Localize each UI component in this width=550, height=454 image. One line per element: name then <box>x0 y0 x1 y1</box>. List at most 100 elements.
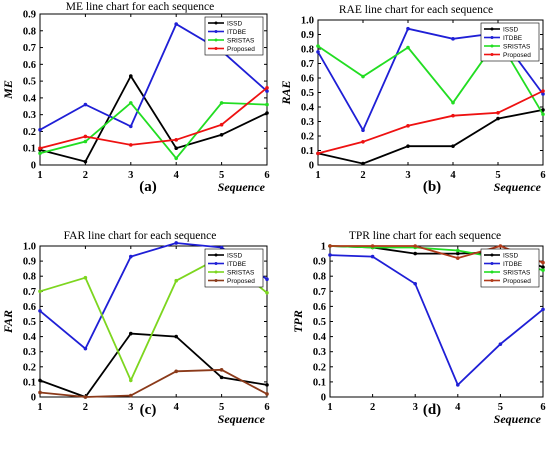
x-tick-label: 3 <box>405 170 410 181</box>
data-point <box>316 50 320 54</box>
x-tick-label: 4 <box>450 170 456 181</box>
data-point <box>174 278 178 283</box>
data-point <box>38 146 42 151</box>
chart-title: FAR line chart for each sequence <box>64 230 217 242</box>
data-point <box>361 74 365 79</box>
x-tick-label: 6 <box>540 402 545 413</box>
data-point <box>219 133 224 137</box>
legend-entry: ITDBE <box>227 261 247 268</box>
data-point <box>316 151 320 156</box>
chart-title: TPR line chart for each sequence <box>349 230 501 242</box>
x-tick-label: 4 <box>455 402 461 413</box>
data-point <box>129 143 133 147</box>
x-tick-label: 6 <box>264 170 269 181</box>
data-point <box>541 265 545 269</box>
data-point <box>83 275 88 280</box>
legend-entry: SRISTAS <box>503 44 531 51</box>
data-point <box>413 281 418 286</box>
x-tick-label: 1 <box>327 402 332 413</box>
data-point <box>219 375 224 380</box>
data-point <box>219 368 224 372</box>
x-axis-label: Sequence <box>218 180 266 194</box>
data-point <box>413 244 418 248</box>
y-tick-label: 0.9 <box>301 30 314 41</box>
legend-marker <box>214 262 218 265</box>
y-tick-label: 0.2 <box>23 362 36 373</box>
y-tick-label: 0.4 <box>23 93 37 104</box>
legend-marker <box>490 44 494 48</box>
legend-marker <box>214 270 218 274</box>
chart-panel-1: ME line chart for each sequence 0 0.1 0.2 0.… <box>1 1 270 195</box>
data-point <box>83 102 88 107</box>
data-point <box>413 251 418 256</box>
data-point <box>83 395 88 399</box>
data-point <box>316 44 320 48</box>
legend-marker <box>490 270 494 274</box>
y-tick-label: 0.6 <box>313 302 326 313</box>
data-point <box>219 122 224 127</box>
series-line-sristas <box>39 101 268 160</box>
data-point <box>265 86 269 90</box>
y-tick-label: 0.3 <box>313 347 326 358</box>
x-tick-label: 3 <box>128 402 133 413</box>
data-point <box>129 378 133 383</box>
data-point <box>174 156 178 161</box>
data-point <box>496 116 500 121</box>
legend-marker <box>214 47 218 50</box>
legend-marker <box>214 38 218 42</box>
y-tick-label: 0 <box>321 393 326 404</box>
data-point <box>451 144 455 148</box>
data-point <box>370 244 375 248</box>
y-axis-label: TPR <box>291 310 305 333</box>
y-tick-label: 0.8 <box>23 26 36 37</box>
y-tick-label: 0.7 <box>301 59 314 70</box>
data-point <box>406 124 410 128</box>
y-tick-label: 0.1 <box>23 144 36 155</box>
series-group <box>38 22 269 164</box>
y-tick-label: 0 <box>31 393 36 404</box>
y-tick-label: 0.8 <box>313 272 326 283</box>
data-point <box>328 244 332 248</box>
panel-label: (b) <box>423 179 441 195</box>
series-line-issd <box>39 74 268 163</box>
x-tick-label: 4 <box>174 170 180 181</box>
series-line-proposed <box>317 90 544 155</box>
x-tick-label: 3 <box>128 170 133 181</box>
data-point <box>265 277 269 282</box>
panel-label: (a) <box>139 179 157 195</box>
y-tick-label: 0.9 <box>23 10 36 21</box>
legend-marker <box>214 253 218 257</box>
y-tick-label: 0.2 <box>313 362 326 373</box>
data-point <box>361 128 365 132</box>
y-axis-label: RAE <box>279 80 293 105</box>
legend-entry: SRISTAS <box>227 38 255 45</box>
y-tick-label: 0.7 <box>313 287 326 298</box>
data-point <box>129 254 133 259</box>
y-tick-label: 0.4 <box>23 332 37 343</box>
x-tick-label: 5 <box>498 402 503 413</box>
chart-title: RAE line chart for each sequence <box>339 4 493 16</box>
series-line-proposed <box>39 87 268 150</box>
data-point <box>219 245 224 250</box>
data-point <box>83 134 88 139</box>
legend-marker <box>490 36 494 39</box>
data-point <box>38 390 42 395</box>
legend-entry: SRISTAS <box>227 270 255 277</box>
data-point <box>541 268 545 272</box>
data-point <box>265 291 269 295</box>
legend-marker <box>214 279 218 282</box>
y-tick-label: 0 <box>309 161 314 172</box>
x-axis-label: Sequence <box>494 412 542 426</box>
data-point <box>83 159 88 164</box>
data-point <box>38 127 42 132</box>
x-tick-label: 6 <box>264 402 269 413</box>
y-tick-label: 0.8 <box>23 272 36 283</box>
x-tick-label: 2 <box>83 402 88 413</box>
panel-label: (c) <box>140 402 157 418</box>
x-axis-label: Sequence <box>494 180 542 194</box>
chart-panel-3: FAR line chart for each sequence 0 0.1 0.2 0… <box>1 230 270 426</box>
y-tick-label: 0.3 <box>23 110 36 121</box>
data-point <box>541 92 545 96</box>
data-point <box>456 256 460 260</box>
